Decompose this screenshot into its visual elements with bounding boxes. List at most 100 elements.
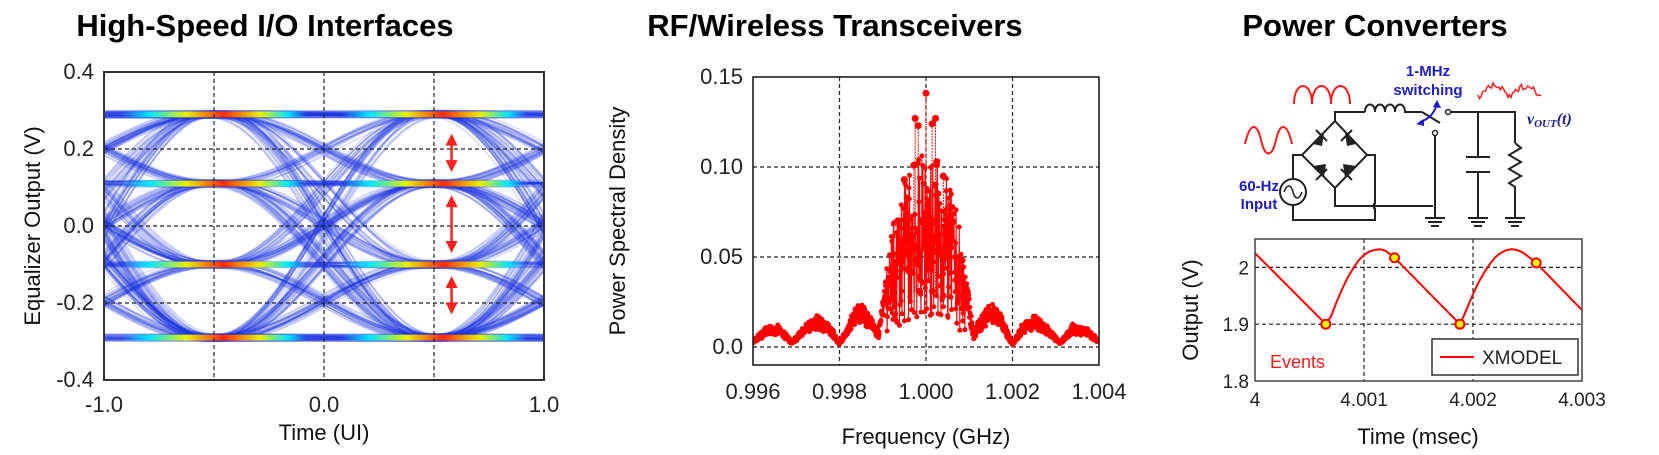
eye-trace xyxy=(104,116,544,336)
eye-opening-arrows xyxy=(445,133,458,315)
eye-trace xyxy=(104,111,544,229)
eye-trace xyxy=(104,266,544,336)
eye-trace xyxy=(104,219,544,341)
eye-trace xyxy=(104,182,544,262)
input-frequency-label: 60-Hz xyxy=(1239,178,1279,195)
eye-trace xyxy=(104,181,544,226)
eye-trace xyxy=(104,114,544,337)
eye-trace xyxy=(104,110,544,268)
eye-trace xyxy=(104,145,544,341)
eye-trace xyxy=(104,182,544,267)
ripple-output-waveform xyxy=(1477,81,1542,100)
eye-trace xyxy=(104,179,544,300)
eye-trace xyxy=(104,146,544,223)
eye-trace xyxy=(104,179,544,337)
eye-trace xyxy=(104,182,544,336)
psd-peak-marker xyxy=(928,120,936,128)
eye-trace xyxy=(104,184,544,263)
eye-trace xyxy=(104,148,544,339)
eye-trace xyxy=(104,182,544,341)
psd-plot-frame xyxy=(752,76,1100,366)
eye-trace xyxy=(104,114,544,181)
eye-trace xyxy=(104,237,544,337)
eye-trace xyxy=(104,149,544,266)
x-tick-label: 0.998 xyxy=(812,379,867,404)
eye-trace xyxy=(104,148,544,339)
psd-peak-marker xyxy=(911,114,919,122)
y-tick-label: -0.2 xyxy=(56,290,94,315)
eye-trace xyxy=(104,215,544,336)
eye-trace xyxy=(104,117,544,262)
eye-trace xyxy=(104,112,544,336)
eye-trace xyxy=(104,116,544,303)
eye-trace xyxy=(104,226,544,307)
eye-trace xyxy=(104,181,544,223)
y-tick-label: 0.15 xyxy=(700,64,743,89)
resistor-icon xyxy=(1507,142,1523,218)
switch-contact xyxy=(1444,108,1452,116)
eye-trace xyxy=(104,150,544,229)
eye-trace xyxy=(104,178,544,340)
eye-trace xyxy=(104,231,544,336)
eye-trace xyxy=(104,114,544,302)
wire-crossover xyxy=(1372,203,1376,209)
switch-arrowtail-icon xyxy=(1416,119,1424,126)
eye-trace xyxy=(104,261,544,342)
eye-trace xyxy=(104,184,544,263)
switch-mode-label: switching xyxy=(1393,82,1462,99)
eye-trace xyxy=(104,180,544,267)
eye-trace xyxy=(104,180,544,335)
eye-trace xyxy=(104,179,544,264)
eye-trace xyxy=(104,182,544,229)
psd-chart: 0.996 0.998 1.000 1.002 1.004 0.15 0.10 0.05 0.0… xyxy=(605,64,1127,449)
eye-trace xyxy=(104,143,544,265)
eye-trace xyxy=(104,183,544,299)
eye-trace xyxy=(104,176,544,265)
psd-peak-marker xyxy=(928,287,936,295)
eye-trace xyxy=(104,181,544,340)
eye-trace xyxy=(104,224,544,335)
eye-trace xyxy=(104,181,544,307)
eye-trace xyxy=(104,112,544,267)
eye-trace xyxy=(104,184,544,342)
x-tick-label: 4.001 xyxy=(1340,390,1388,411)
eye-density-hotspot xyxy=(121,180,307,187)
eye-trace xyxy=(104,115,544,183)
eye-trace xyxy=(104,116,544,339)
input-sine-waveform xyxy=(1244,126,1293,155)
eye-trace xyxy=(104,148,544,270)
eye-trace xyxy=(104,207,544,335)
x-tick-label: 1.004 xyxy=(1071,379,1126,404)
y-tick-label: 0.05 xyxy=(700,244,743,269)
eye-trace xyxy=(104,149,544,339)
psd-series xyxy=(753,89,1099,348)
eye-trace xyxy=(104,114,544,222)
y-tick-label: 0.2 xyxy=(63,136,94,161)
eye-diagram-chart: -1.0 0.0 1.0 0.4 0.2 0.0 -0.2 -0.4 Time (UI) Eq… xyxy=(20,59,559,445)
vout-label: vOUT(t) xyxy=(1527,111,1572,130)
eye-trace xyxy=(104,186,544,268)
eye-trace xyxy=(104,180,544,337)
eye-trace xyxy=(104,110,544,224)
eye-trace xyxy=(104,117,544,266)
eye-trace xyxy=(104,220,544,336)
x-tick-label: 1.002 xyxy=(985,379,1040,404)
wire xyxy=(1451,111,1516,143)
power-chart-title: Power Converters xyxy=(1242,8,1507,43)
eye-trace xyxy=(104,114,544,267)
eye-trace xyxy=(104,186,544,341)
eye-trace xyxy=(104,184,544,335)
eye-trace xyxy=(104,215,544,340)
eye-trace xyxy=(104,223,544,304)
eye-trace xyxy=(104,180,544,271)
rectified-waveform xyxy=(1293,85,1351,105)
diode-bridge xyxy=(1300,119,1369,190)
x-tick-label: 0.996 xyxy=(725,379,780,404)
eye-trace xyxy=(104,117,544,338)
switch-frequency-label: 1-MHz xyxy=(1406,63,1450,80)
io-chart-title: High-Speed I/O Interfaces xyxy=(76,8,453,43)
eye-trace xyxy=(104,113,544,338)
eye-gridlines xyxy=(104,72,544,380)
output-chart: Events XMODEL 4 4.001 4.002 4.003 2 1.9 1.8 Ti… xyxy=(1178,238,1606,449)
eye-trace xyxy=(104,114,544,265)
